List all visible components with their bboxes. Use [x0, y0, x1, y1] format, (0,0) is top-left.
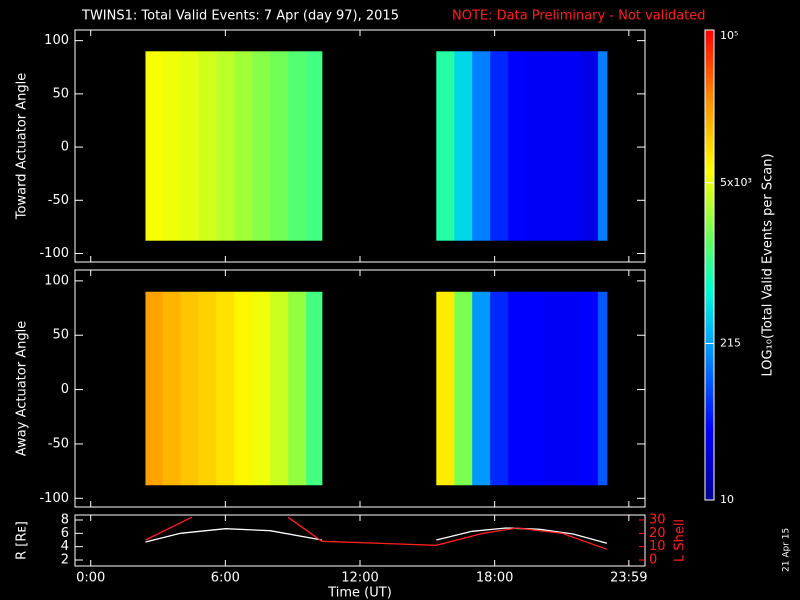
heatmap-cell: [252, 291, 271, 486]
y2-tick-label: 10: [649, 539, 666, 554]
heatmap-cell: [198, 51, 217, 241]
heatmap-cell: [180, 51, 199, 241]
heatmap-cell: [180, 291, 199, 486]
heatmap-cell: [234, 51, 253, 241]
heatmap-cell: [597, 51, 608, 241]
heatmap-cell: [579, 51, 599, 241]
y-tick-label: 6: [61, 526, 69, 541]
y-tick-label: 2: [61, 553, 69, 568]
heatmap-cell: [544, 51, 563, 241]
heatmap-cell: [490, 291, 509, 486]
heatmap-cell: [472, 291, 491, 486]
y-tick-label: 8: [61, 513, 69, 528]
colorbar-tick-label: 10: [720, 493, 734, 506]
note: NOTE: Data Preliminary - Not validated: [452, 9, 706, 24]
y-tick-label: 50: [52, 328, 69, 343]
y-tick-label: 100: [44, 273, 69, 288]
heatmap-cell: [234, 291, 253, 486]
y2-axis-label: L Shell: [673, 519, 688, 562]
x-tick-label: 23:59: [610, 571, 647, 586]
heatmap-cell: [579, 291, 599, 486]
heatmap-cell: [162, 51, 181, 241]
heatmap-cell: [288, 291, 307, 486]
y-tick-label: -100: [39, 246, 69, 261]
heatmap-cell: [288, 51, 307, 241]
heatmap-cell: [454, 291, 473, 486]
heatmap-cell: [436, 291, 455, 486]
x-tick-label: 12:00: [341, 571, 378, 586]
colorbar-tick-label: 10⁵: [720, 29, 738, 42]
x-tick-label: 0:00: [76, 571, 105, 586]
x-tick-label: 6:00: [211, 571, 240, 586]
title: TWINS1: Total Valid Events: 7 Apr (day 9…: [81, 9, 399, 24]
y2-tick-label: 30: [649, 513, 666, 528]
heatmap-cell: [162, 291, 181, 486]
heatmap-cell: [306, 291, 323, 486]
heatmap-cell: [454, 51, 473, 241]
x-tick-label: 18:00: [476, 571, 513, 586]
heatmap-cell: [145, 291, 164, 486]
colorbar-tick-label: 215: [720, 336, 741, 349]
heatmap-cell: [216, 51, 235, 241]
colorbar-tick-label: 5x10³: [720, 176, 752, 189]
heatmap-cell: [306, 51, 323, 241]
heatmap-cell: [561, 291, 581, 486]
colorbar-label: LOG₁₀(Total Valid Events per Scan): [761, 153, 776, 376]
heatmap-cell: [508, 291, 527, 486]
panel-frame: [74, 514, 646, 567]
y-tick-label: 100: [44, 33, 69, 48]
heatmap-cell: [216, 291, 235, 486]
series-line: [145, 516, 608, 550]
colorbar: [704, 29, 715, 501]
heatmap-cell: [526, 51, 545, 241]
heatmap-cell: [436, 51, 455, 241]
heatmap-cell: [472, 51, 491, 241]
y2-tick-label: 0: [649, 553, 657, 568]
y-tick-label: 50: [52, 86, 69, 101]
y2-tick-label: 20: [649, 526, 666, 541]
y-axis-label: Away Actuator Angle: [15, 321, 30, 456]
date-stamp: 21 Apr 15: [782, 528, 792, 572]
y-axis-label: R [Rᴇ]: [15, 521, 30, 560]
y-tick-label: -50: [48, 436, 69, 451]
heatmap-cell: [597, 291, 608, 486]
y-axis-label: Toward Actuator Angle: [15, 73, 30, 220]
y-tick-label: -50: [48, 193, 69, 208]
x-axis-label: Time (UT): [327, 586, 392, 600]
y-tick-label: 0: [61, 382, 69, 397]
y-tick-label: 4: [61, 539, 69, 554]
heatmap-cell: [526, 291, 545, 486]
heatmap-cell: [490, 51, 509, 241]
heatmap-cell: [508, 51, 527, 241]
y-tick-label: -100: [39, 491, 69, 506]
heatmap-cell: [252, 51, 271, 241]
heatmap-cell: [198, 291, 217, 486]
heatmap-cell: [145, 51, 164, 241]
heatmap-cell: [270, 291, 289, 486]
heatmap-cell: [561, 51, 581, 241]
y-tick-label: 0: [61, 140, 69, 155]
heatmap-cell: [270, 51, 289, 241]
heatmap-cell: [544, 291, 563, 486]
